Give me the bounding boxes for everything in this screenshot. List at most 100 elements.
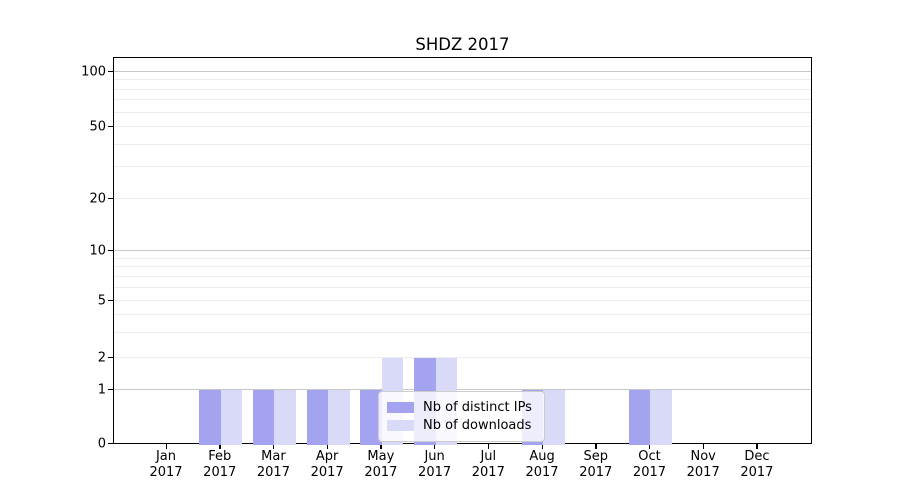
bar-distinct-ips (252, 390, 275, 445)
bar-downloads (220, 390, 243, 445)
y-tick-label: 20 (89, 191, 106, 206)
bar-distinct-ips (306, 390, 329, 445)
x-tick-year: 2017 (310, 464, 344, 480)
x-tick (541, 443, 543, 449)
gridline-minor (114, 313, 811, 315)
x-tick-month: Oct (638, 449, 661, 464)
x-tick-year: 2017 (632, 464, 667, 480)
gridline-minor (114, 99, 811, 101)
y-tick (108, 197, 113, 199)
x-tick-year: 2017 (418, 464, 452, 480)
bar-downloads (328, 390, 350, 445)
x-tick (648, 443, 651, 449)
x-tick-month: Aug (529, 449, 555, 464)
gridline-major (114, 71, 811, 72)
gridline-minor (114, 275, 811, 277)
x-tick-label: Jan 2017 (136, 449, 196, 480)
x-tick-label: May 2017 (351, 449, 411, 480)
x-tick-year: 2017 (149, 464, 183, 480)
x-tick-year: 2017 (579, 464, 613, 480)
y-tick (108, 388, 113, 390)
x-tick (326, 443, 328, 449)
gridline-minor (114, 257, 811, 259)
x-tick-month: Feb (208, 449, 232, 464)
y-tick-label: 50 (89, 119, 106, 134)
y-tick (108, 443, 113, 445)
x-tick-year: 2017 (740, 464, 774, 480)
distinct-ips-swatch-icon (387, 402, 414, 413)
gridline-minor (114, 126, 811, 127)
bar-distinct-ips (628, 390, 651, 445)
x-tick-year: 2017 (203, 464, 237, 480)
gridline-minor (114, 331, 811, 333)
legend-item-distinct-ips: Nb of distinct IPs (387, 400, 536, 415)
y-tick-label: 100 (81, 64, 106, 79)
x-tick (702, 443, 704, 449)
x-tick-label: Jun 2017 (405, 449, 465, 480)
gridline-minor (114, 286, 811, 288)
x-tick-year: 2017 (525, 464, 559, 480)
bar-distinct-ips (199, 390, 221, 445)
y-tick (108, 125, 113, 127)
x-tick-label: Jul 2017 (458, 449, 518, 480)
x-tick-year: 2017 (686, 464, 720, 480)
x-tick-year: 2017 (364, 464, 398, 480)
y-tick-label: 10 (89, 243, 106, 258)
x-tick-label: Dec 2017 (727, 449, 787, 480)
x-tick (434, 443, 436, 449)
bar-downloads (274, 390, 296, 445)
x-tick-year: 2017 (256, 464, 290, 480)
x-tick-month: Apr (315, 449, 339, 464)
gridline-minor (114, 266, 811, 268)
legend-label: Nb of downloads (423, 418, 532, 433)
plot-area (113, 57, 812, 445)
gridline-minor (114, 143, 811, 145)
legend: Nb of distinct IPs Nb of downloads (378, 391, 545, 442)
bar-downloads (543, 390, 565, 445)
y-tick-label: 2 (97, 350, 106, 365)
gridline-minor (114, 357, 811, 358)
x-tick (595, 443, 597, 449)
x-tick (756, 443, 758, 449)
y-tick (108, 299, 113, 301)
gridline-minor (114, 88, 811, 90)
y-tick (108, 70, 113, 72)
x-tick (487, 443, 490, 449)
x-tick-month: Jul (480, 449, 497, 464)
x-tick-month: Mar (261, 449, 286, 464)
x-tick-year: 2017 (471, 464, 505, 480)
x-tick-month: Sep (583, 449, 608, 464)
x-tick-label: Sep 2017 (566, 449, 626, 480)
gridline-minor (114, 79, 811, 81)
x-tick-month: Jun (424, 449, 445, 464)
gridline-minor (114, 166, 811, 168)
y-tick (108, 356, 113, 358)
downloads-swatch-icon (387, 420, 414, 431)
bar-distinct-ips (360, 390, 382, 445)
x-tick-month: Jan (155, 449, 177, 464)
x-tick (380, 443, 382, 449)
x-tick (165, 443, 167, 449)
x-tick-label: Apr 2017 (297, 449, 357, 480)
bar-downloads (650, 390, 672, 445)
y-tick-label: 0 (97, 436, 106, 452)
x-tick-month: Nov (690, 449, 716, 464)
x-tick-label: Mar 2017 (243, 449, 303, 480)
x-tick-month: Dec (744, 449, 770, 464)
gridline-minor (114, 198, 811, 199)
x-tick-month: May (367, 449, 395, 464)
x-tick-label: Aug 2017 (512, 449, 572, 480)
x-tick-label: Nov 2017 (673, 449, 733, 480)
y-tick-label: 1 (97, 382, 106, 397)
x-tick (272, 443, 275, 449)
gridline-major (114, 389, 811, 390)
x-tick-label: Feb 2017 (190, 449, 250, 480)
gridline-minor (114, 300, 811, 301)
y-tick (108, 249, 113, 251)
chart-title: SHDZ 2017 (415, 35, 510, 54)
y-tick-label: 5 (97, 293, 106, 308)
legend-item-downloads: Nb of downloads (387, 418, 536, 433)
x-tick (219, 443, 221, 449)
x-tick-label: Oct 2017 (619, 449, 679, 480)
